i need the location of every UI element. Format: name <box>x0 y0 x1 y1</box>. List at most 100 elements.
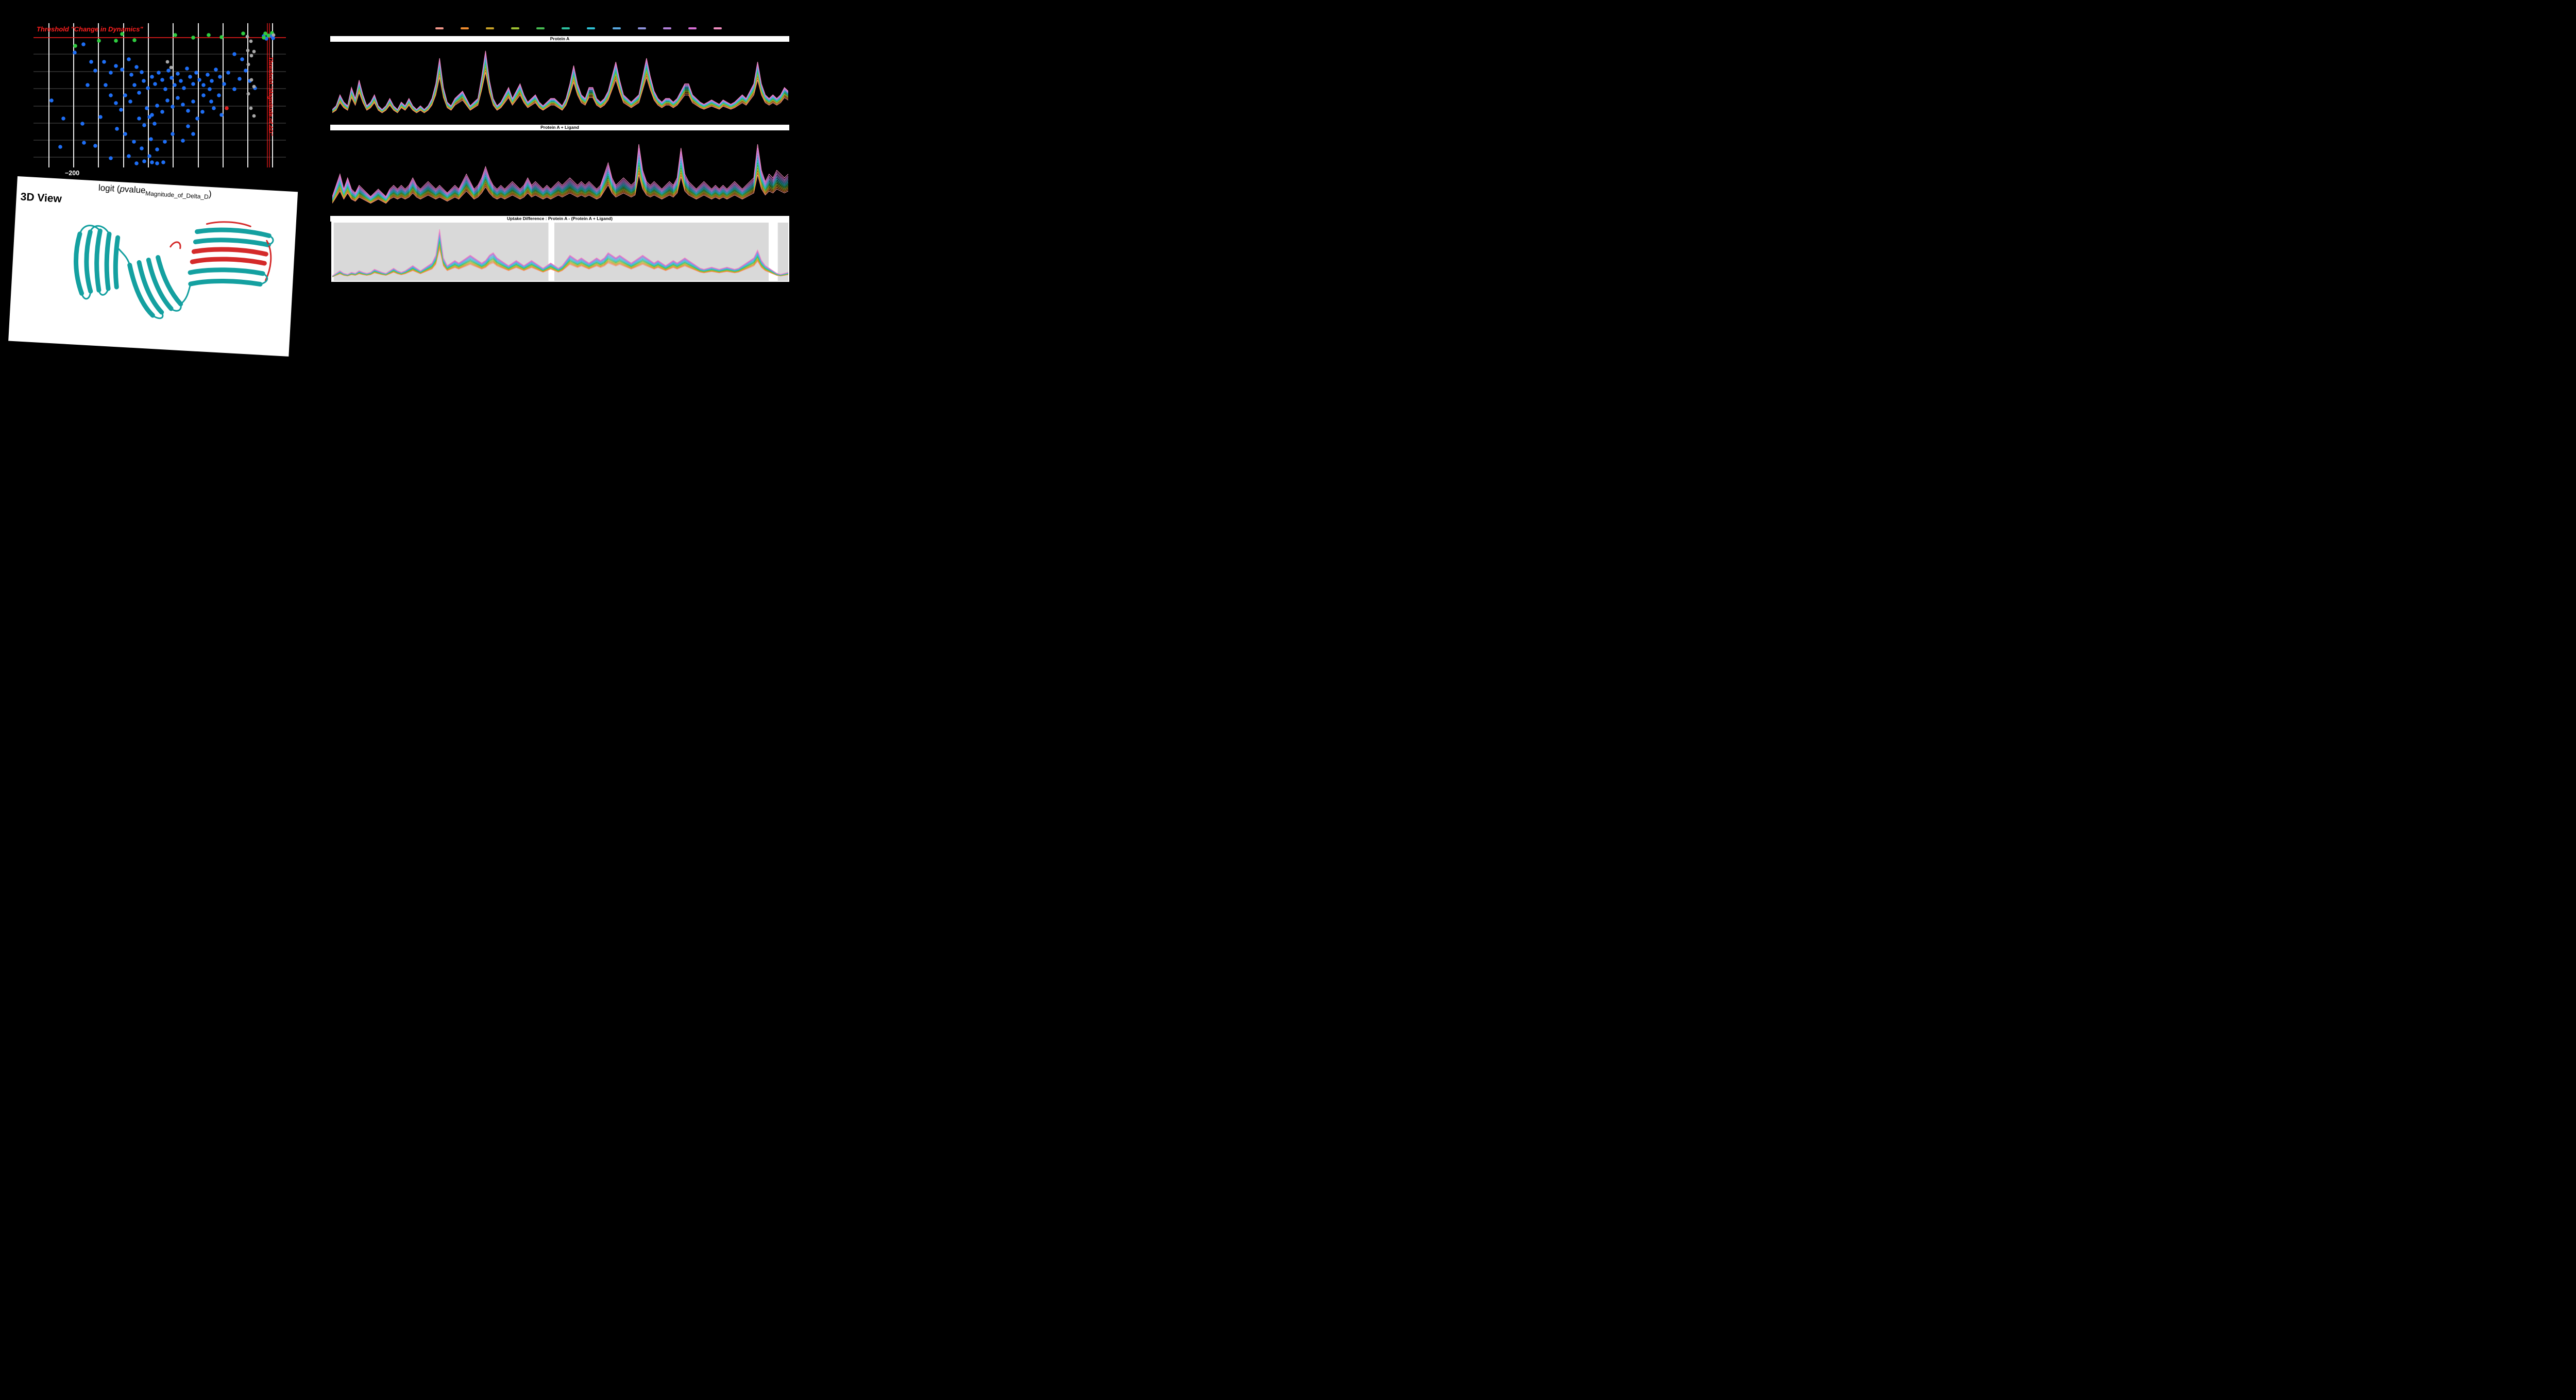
uptake-trace[interactable] <box>332 175 788 204</box>
scatter-point-blue[interactable] <box>240 57 244 61</box>
scatter-point-gray[interactable] <box>249 54 253 58</box>
scatter-point-blue[interactable] <box>61 116 65 121</box>
uptake-chart-svg[interactable] <box>332 223 788 281</box>
uptake-trace[interactable] <box>332 56 788 110</box>
scatter-point-blue[interactable] <box>129 73 133 77</box>
scatter-point-blue[interactable] <box>191 132 195 136</box>
scatter-point-blue[interactable] <box>81 42 86 46</box>
scatter-point-gray[interactable] <box>252 114 256 118</box>
scatter-point-blue[interactable] <box>181 103 185 107</box>
scatter-point-blue[interactable] <box>140 70 144 74</box>
uptake-chart-protein-a-ligand[interactable] <box>332 131 788 215</box>
scatter-point-blue[interactable] <box>244 69 248 73</box>
uptake-trace[interactable] <box>332 70 788 112</box>
scatter-point-blue[interactable] <box>155 161 159 165</box>
scatter-point-blue[interactable] <box>114 64 118 68</box>
scatter-point-blue[interactable] <box>201 83 206 87</box>
scatter-point-blue[interactable] <box>142 79 146 83</box>
uptake-trace[interactable] <box>332 166 788 201</box>
scatter-point-blue[interactable] <box>155 104 159 108</box>
scatter-point-blue[interactable] <box>123 132 127 136</box>
scatter-point-blue[interactable] <box>191 99 195 104</box>
scatter-point-blue[interactable] <box>171 105 175 109</box>
scatter-point-green[interactable] <box>97 39 101 43</box>
uptake-trace[interactable] <box>332 66 788 112</box>
uptake-trace[interactable] <box>332 55 788 110</box>
scatter-point-blue[interactable] <box>232 87 236 91</box>
uptake-trace[interactable] <box>332 249 788 277</box>
scatter-point-blue[interactable] <box>104 83 108 87</box>
scatter-point-blue[interactable] <box>114 101 118 105</box>
scatter-point-blue[interactable] <box>222 82 226 86</box>
scatter-point-blue[interactable] <box>218 75 222 79</box>
scatter-point-green[interactable] <box>120 32 124 36</box>
scatter-point-gray[interactable] <box>246 62 250 66</box>
scatter-point-gray[interactable] <box>165 60 170 64</box>
legend-dash[interactable] <box>713 27 722 29</box>
scatter-point-gray[interactable] <box>246 48 250 53</box>
scatter-point-green[interactable] <box>263 31 267 36</box>
scatter-point-blue[interactable] <box>188 75 192 79</box>
legend-dash[interactable] <box>637 27 646 29</box>
uptake-trace[interactable] <box>332 158 788 199</box>
scatter-point-blue[interactable] <box>123 93 127 97</box>
scatter-point-blue[interactable] <box>163 140 167 144</box>
scatter-point-gray[interactable] <box>249 106 253 110</box>
uptake-trace[interactable] <box>332 58 788 110</box>
scatter-point-blue[interactable] <box>142 159 146 163</box>
scatter-point-blue[interactable] <box>102 60 106 64</box>
uptake-chart-svg[interactable] <box>332 42 788 124</box>
legend-dash[interactable] <box>511 27 520 29</box>
uptake-trace[interactable] <box>332 161 788 200</box>
scatter-point-gray[interactable] <box>252 49 256 54</box>
scatter-point-blue[interactable] <box>161 160 165 164</box>
scatter-point-green[interactable] <box>73 44 77 48</box>
uptake-trace[interactable] <box>332 239 788 276</box>
scatter-point-blue[interactable] <box>160 78 164 82</box>
uptake-trace[interactable] <box>332 172 788 203</box>
scatter-point-blue[interactable] <box>171 132 175 136</box>
legend-dash[interactable] <box>587 27 596 29</box>
legend-dash[interactable] <box>486 27 495 29</box>
uptake-trace[interactable] <box>332 156 788 199</box>
scatter-point-blue[interactable] <box>226 71 230 75</box>
scatter-point-blue[interactable] <box>219 113 224 117</box>
uptake-trace[interactable] <box>332 63 788 111</box>
scatter-point-gray[interactable] <box>246 92 250 96</box>
uptake-trace[interactable] <box>332 150 788 198</box>
scatter-point-blue[interactable] <box>176 96 180 100</box>
uptake-trace[interactable] <box>332 229 788 276</box>
scatter-point-blue[interactable] <box>182 86 186 90</box>
scatter-point-blue[interactable] <box>145 106 149 110</box>
uptake-trace[interactable] <box>332 235 788 276</box>
scatter-point-red[interactable] <box>225 106 229 110</box>
scatter-point-blue[interactable] <box>166 69 171 73</box>
uptake-trace[interactable] <box>332 51 788 110</box>
scatter-point-green[interactable] <box>266 33 270 38</box>
scatter-point-blue[interactable] <box>160 110 164 114</box>
scatter-point-blue[interactable] <box>134 65 139 69</box>
scatter-point-blue[interactable] <box>209 99 213 104</box>
uptake-trace[interactable] <box>332 243 788 277</box>
uptake-trace[interactable] <box>332 144 788 197</box>
scatter-point-blue[interactable] <box>93 69 97 73</box>
scatter-point-blue[interactable] <box>142 123 146 127</box>
scatter-point-blue[interactable] <box>206 73 210 77</box>
protein-structure-viewport[interactable] <box>30 203 284 345</box>
uptake-trace[interactable] <box>332 153 788 198</box>
legend-dash[interactable] <box>688 27 697 29</box>
legend-dash[interactable] <box>435 27 444 29</box>
scatter-point-blue[interactable] <box>98 115 103 119</box>
scatter-point-green[interactable] <box>132 38 137 42</box>
scatter-point-blue[interactable] <box>150 75 154 79</box>
uptake-trace[interactable] <box>332 164 788 201</box>
uptake-difference-chart[interactable] <box>331 222 789 282</box>
scatter-point-blue[interactable] <box>232 52 236 56</box>
scatter-point-blue[interactable] <box>132 83 137 87</box>
scatter-point-blue[interactable] <box>137 116 141 121</box>
scatter-point-blue[interactable] <box>119 108 123 112</box>
scatter-point-green[interactable] <box>241 31 245 36</box>
scatter-point-blue[interactable] <box>195 116 199 121</box>
legend-dash[interactable] <box>562 27 570 29</box>
scatter-point-blue[interactable] <box>163 87 167 91</box>
